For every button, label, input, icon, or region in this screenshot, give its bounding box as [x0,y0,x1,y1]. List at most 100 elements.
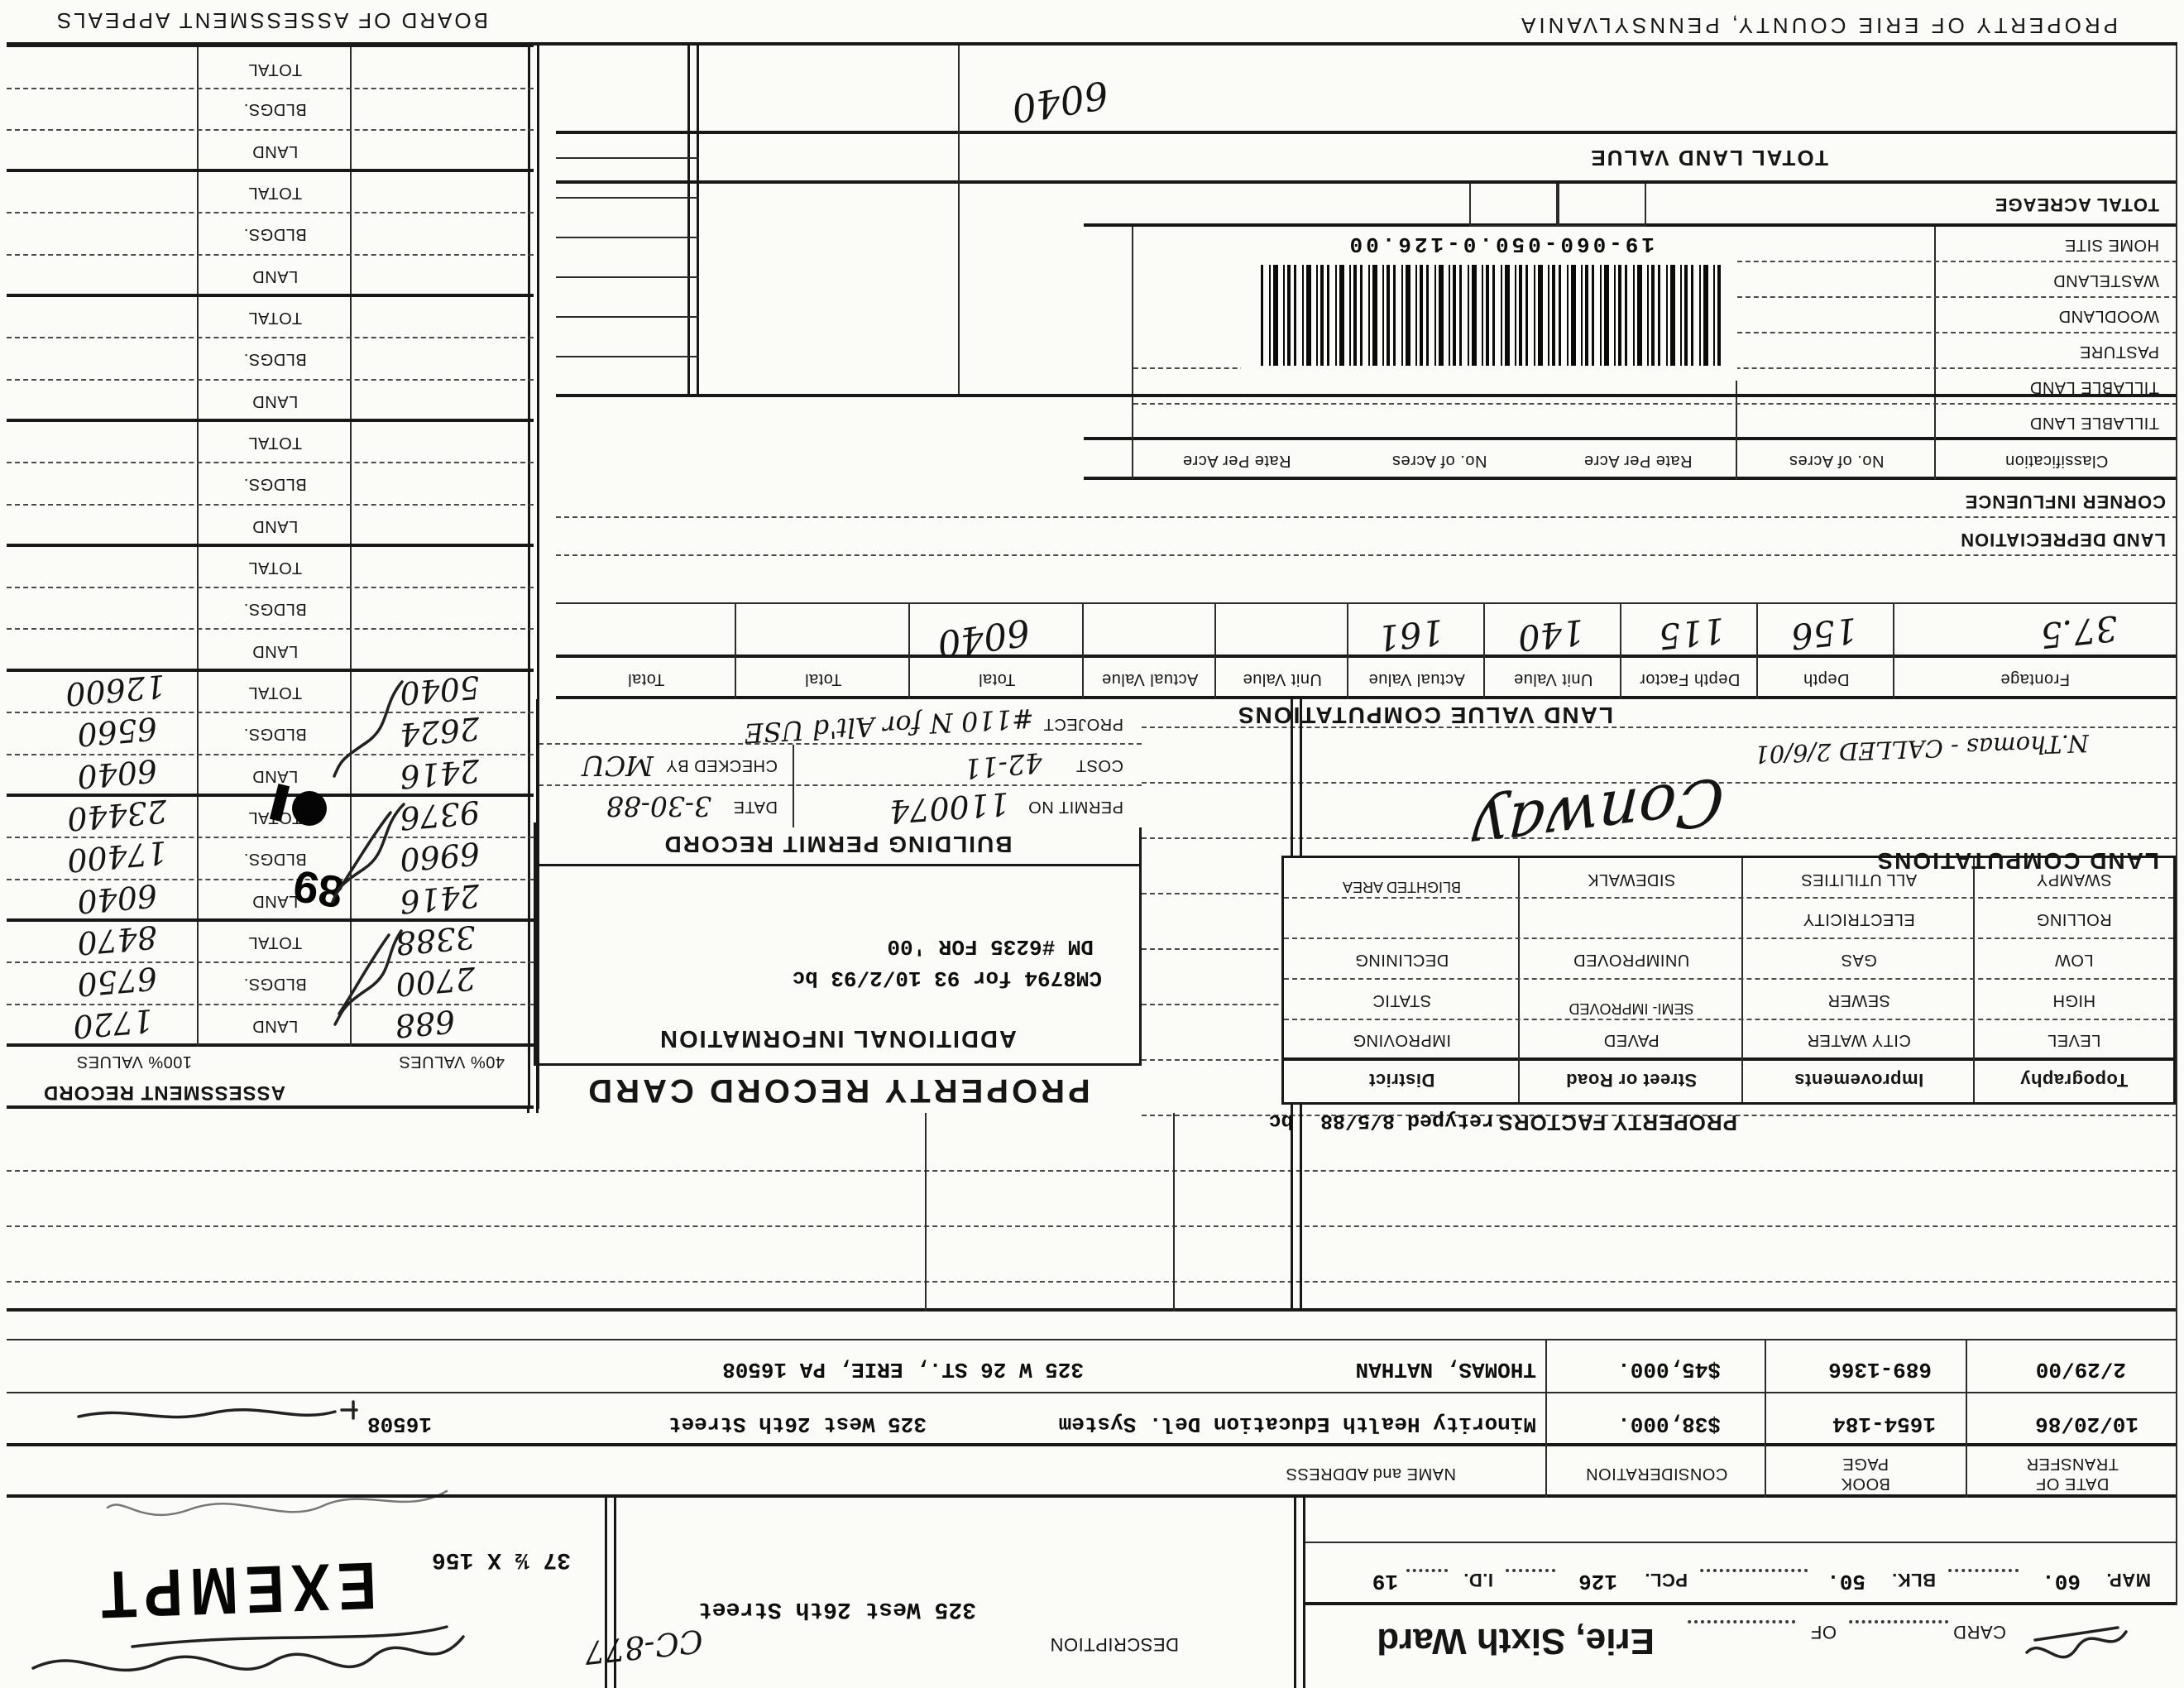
description-label: DESCRIPTION [1050,1634,1179,1655]
class-row-label: WOODLAND [2058,307,2159,325]
rule [1133,403,2177,405]
map-label: MAP. [2105,1570,2151,1590]
corner-influence-label: CORNER INFLUENCE [1964,492,2166,512]
pcl-value: 126 [1578,1569,1617,1594]
additional-info-box: ADDITIONAL INFORMATION CM8794 for 93 10/… [534,861,1142,1066]
property-factors-table: Topography Improvements Street or Road D… [1281,856,2176,1105]
transfer-col-date: DATE OF [2035,1475,2110,1493]
ink-blot [292,791,327,826]
rule [1737,296,2177,298]
permit-rows: PERMIT NO 110074 DATE 3-30-88 COST 42-11… [539,699,1142,831]
rule [556,554,2177,556]
rule [1284,897,2173,899]
rule [7,379,534,381]
lvc-title: LAND VALUE COMPUTATIONS [1236,703,1613,728]
grid-line [7,1225,2177,1227]
rule [1620,604,1621,699]
grid-divider [1173,1113,1175,1312]
class-row-label: HOME SITE [2064,236,2159,254]
rule [556,516,2177,518]
assessment-row-label: BLDGS. [243,350,307,368]
assessment-left-border [528,46,539,1109]
assessment-row-label: LAND [251,517,299,535]
rule [7,337,534,338]
lvc-col: Unit Value [1513,670,1593,688]
checked-by-label: CHECKED BY [665,756,778,774]
wavy-line [77,1400,358,1420]
dot-leader [1700,1569,1808,1572]
footer-left: PROPERTY OF ERIE COUNTY, PENNSYLVANIA [1518,13,2118,38]
factor-cell: GAS [1841,951,1877,969]
assessment-value-100: 6040 [75,876,159,921]
pcl-label: PCL. [1644,1570,1688,1590]
assessment-col-100: 100% VALUES [76,1053,192,1071]
rule [1214,604,1216,699]
assessment-value-100: 8470 [75,918,159,962]
transfer-row-address: 325 W 26 ST., ERIE, PA 16508 [722,1357,1084,1382]
column-divider [1545,1340,1547,1498]
rule [556,655,2177,658]
rule [556,237,699,238]
factor-cell: ROLLING [2036,910,2112,928]
ward-title: Erie, Sixth Ward [1377,1621,1655,1662]
rule [7,169,534,172]
rule [556,602,2177,604]
handwritten-scribble [333,929,403,1026]
rule [1483,604,1485,699]
building-permit-title-box: BUILDING PERMIT RECORD [534,822,1142,866]
assessment-row-label: BLDGS. [243,225,307,243]
rule [958,46,960,397]
class-col: Rate Per Acre [1182,452,1291,470]
rule [1741,858,1743,1102]
rule [556,157,699,159]
rule [687,46,699,397]
lot-dimensions: 37 ½ X 156 [431,1547,571,1572]
footer-right: BOARD OF ASSESSMENT APPEALS [54,8,488,33]
rule [1284,938,2173,939]
handwritten-scribble [31,1625,465,1672]
factor-cell: BLIGHTED AREA [1342,879,1462,895]
rule [7,1105,534,1109]
lvc-unit-value: 140 [1516,611,1587,659]
transfer-row-address: 325 West 26th Street [668,1412,927,1436]
rule [1284,1019,2173,1020]
rule [793,745,794,827]
rule [1973,858,1975,1102]
transfer-row-date: 10/20/86 [2035,1412,2138,1436]
assessment-row-label: TOTAL [247,60,303,79]
rule [1303,1542,2177,1543]
factors-col-street: Street or Road [1565,1070,1698,1091]
rule [7,294,534,297]
factor-cell: LEVEL [2047,1031,2101,1049]
factors-col-topography: Topography [2019,1070,2129,1091]
assessment-title: ASSESSMENT RECORD [42,1081,285,1104]
project-value: #110 N for Alt'd USE [743,702,1035,750]
id-label: I.D. [1463,1570,1493,1590]
rule [7,587,534,588]
transfer-row-zip: 16508 [366,1412,432,1436]
factor-cell: CITY WATER [1807,1031,1911,1049]
transfer-col-page: PAGE [1842,1455,1889,1473]
class-col: No. of Acres [1391,452,1487,470]
rule [556,276,699,278]
rule [7,1443,2177,1446]
description-value: 325 West 26th Street [697,1596,976,1622]
card-left-edge [2176,46,2177,1605]
additional-info-title: ADDITIONAL INFORMATION [659,1025,1017,1052]
rule [1084,477,2177,480]
transfer-row-date: 2/29/00 [2035,1357,2126,1382]
rule [1737,332,2177,333]
permit-no-value: 110074 [888,784,1011,831]
factors-col-district: District [1368,1070,1435,1091]
factor-cell: SEWER [1827,991,1890,1009]
lvc-col: Depth [1803,670,1850,688]
card-label: CARD [1952,1622,2006,1642]
transfer-row-consideration: $38,000. [1617,1412,1721,1436]
total-land-value-amount: 6040 [1008,72,1112,132]
column-divider [1765,1340,1766,1498]
rule [1347,604,1348,699]
rule [7,1004,534,1005]
rule [1084,437,2177,440]
rule [7,544,534,547]
handwritten-scribble [331,803,405,904]
